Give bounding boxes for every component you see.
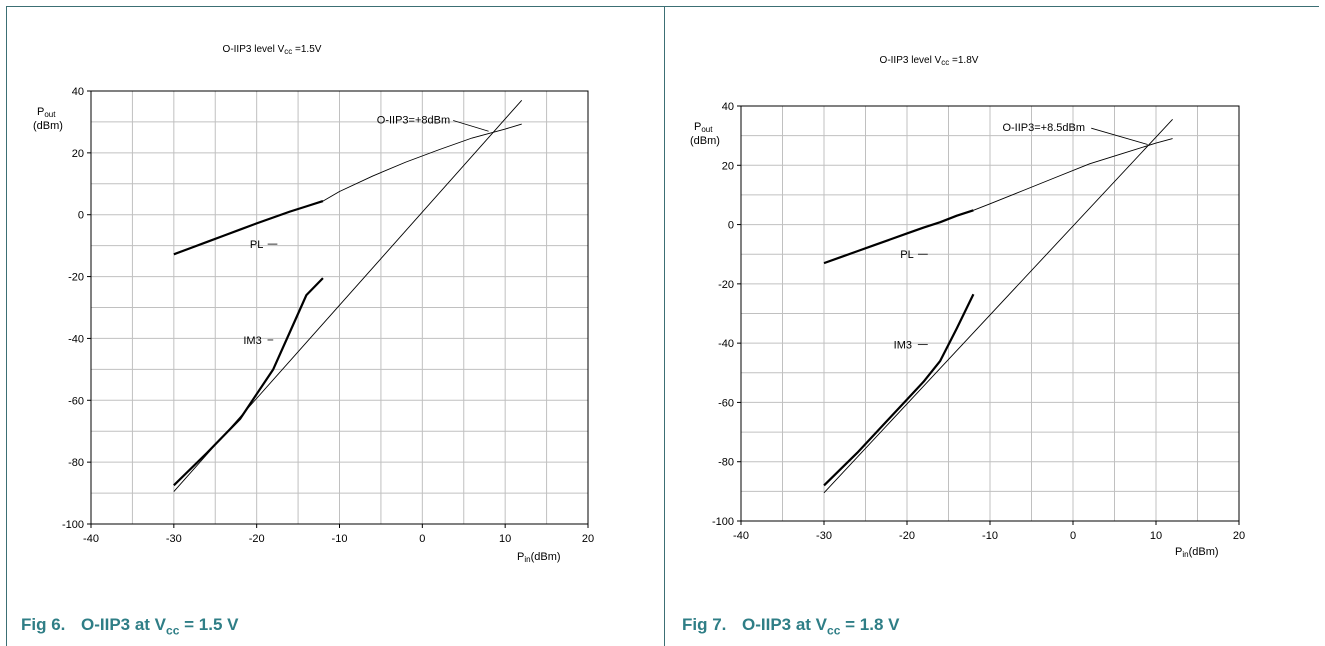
annotation-label: O-IIP3=+8dBm [377, 114, 450, 126]
frame-divider [664, 6, 665, 646]
x-tick-label: 10 [499, 533, 511, 545]
annotation-label: PL [900, 249, 913, 261]
x-axis-label: Pin(dBm) [517, 551, 561, 564]
y-tick-label: 20 [722, 160, 734, 172]
chart-title: O-IIP3 level Vcc =1.8V [880, 55, 979, 67]
x-tick-label: 0 [419, 533, 425, 545]
figure-caption: Fig 7. O-IIP3 at Vcc = 1.8 V [682, 615, 899, 637]
x-tick-label: -40 [83, 533, 99, 545]
caption-suffix: = 1.5 V [179, 615, 239, 634]
y-tick-label: 40 [722, 101, 734, 113]
y-axis-unit: (dBm) [33, 120, 63, 132]
series-line-pl-fit [973, 138, 1173, 211]
y-tick-label: -20 [718, 279, 734, 291]
x-axis-label: Pin(dBm) [1175, 546, 1219, 559]
chart-o-iip3-1-5v: -40 -30 -20 -10 0 10 2040200-20-40-60-80-100O-… [33, 44, 594, 564]
x-tick-label: -10 [332, 533, 348, 545]
y-axis-unit: (dBm) [690, 135, 720, 147]
series-line-pl-fit [322, 123, 522, 202]
x-tick-label: -30 [166, 533, 182, 545]
y-tick-label: -100 [62, 519, 84, 531]
y-tick-label: -40 [718, 338, 734, 350]
x-tick-label: 0 [1070, 530, 1076, 542]
figure-panel-right: -40 -30 -20 -10 0 10 20 40 20 0 -20 -40 -60 -80 -100 O-… [665, 7, 1320, 646]
figure-caption: Fig 6. O-IIP3 at Vcc = 1.5 V [21, 615, 238, 637]
caption-prefix: O-IIP3 at V [742, 615, 828, 634]
annotation-label: O-IIP3=+8.5dBm [1002, 122, 1085, 134]
chart-o-iip3-1-8v: -40 -30 -20 -10 0 10 2040200-20-40-60-80-100O-… [690, 55, 1245, 559]
annotation-leader [453, 120, 489, 132]
y-tick-label: 0 [728, 220, 734, 232]
y-tick-label: 20 [72, 148, 84, 160]
x-tick-label: 20 [1233, 530, 1245, 542]
y-tick-label: -100 [712, 516, 734, 528]
y-tick-label: -20 [68, 272, 84, 284]
series-line-im3-measured [173, 277, 324, 487]
y-tick-label: -60 [718, 397, 734, 409]
annotation-leader [1091, 127, 1148, 145]
y-tick-label: 40 [72, 86, 84, 98]
caption-subscript: cc [166, 623, 180, 638]
x-tick-label: -10 [982, 530, 998, 542]
x-tick-label: -40 [733, 530, 749, 542]
y-tick-label: -40 [68, 333, 84, 345]
caption-prefix: O-IIP3 at V [81, 615, 167, 634]
annotation-label: PL [250, 239, 263, 251]
figure-number: Fig 7. [682, 615, 727, 634]
series-line-pl-measured [173, 200, 324, 256]
figure-panel-left: -40 -30 -20 -10 0 10 20 40 20 0 -20 -40 -60 -80 -100 O-… [7, 7, 664, 646]
x-tick-label: -20 [899, 530, 915, 542]
figure-number: Fig 6. [21, 615, 66, 634]
frame-top-border [6, 6, 1319, 7]
y-tick-label: -80 [68, 457, 84, 469]
y-axis-label: Pout [694, 121, 713, 134]
y-tick-label: -60 [68, 395, 84, 407]
x-tick-label: -30 [816, 530, 832, 542]
y-tick-label: -80 [718, 457, 734, 469]
caption-suffix: = 1.8 V [840, 615, 900, 634]
x-tick-label: -20 [249, 533, 265, 545]
series-line-im3-fit [173, 99, 523, 492]
series-line-im3-fit [823, 119, 1173, 494]
y-axis-label: Pout [37, 106, 56, 119]
x-tick-label: 20 [582, 533, 594, 545]
x-tick-label: 10 [1150, 530, 1162, 542]
series-line-pl-measured [823, 209, 974, 265]
caption-subscript: cc [827, 623, 841, 638]
annotation-label: IM3 [894, 340, 912, 352]
y-tick-label: 0 [78, 210, 84, 222]
frame-left-border [6, 6, 7, 646]
annotation-label: IM3 [243, 335, 261, 347]
chart-title: O-IIP3 level Vcc =1.5V [223, 44, 322, 56]
series-line-im3-measured [823, 293, 975, 487]
